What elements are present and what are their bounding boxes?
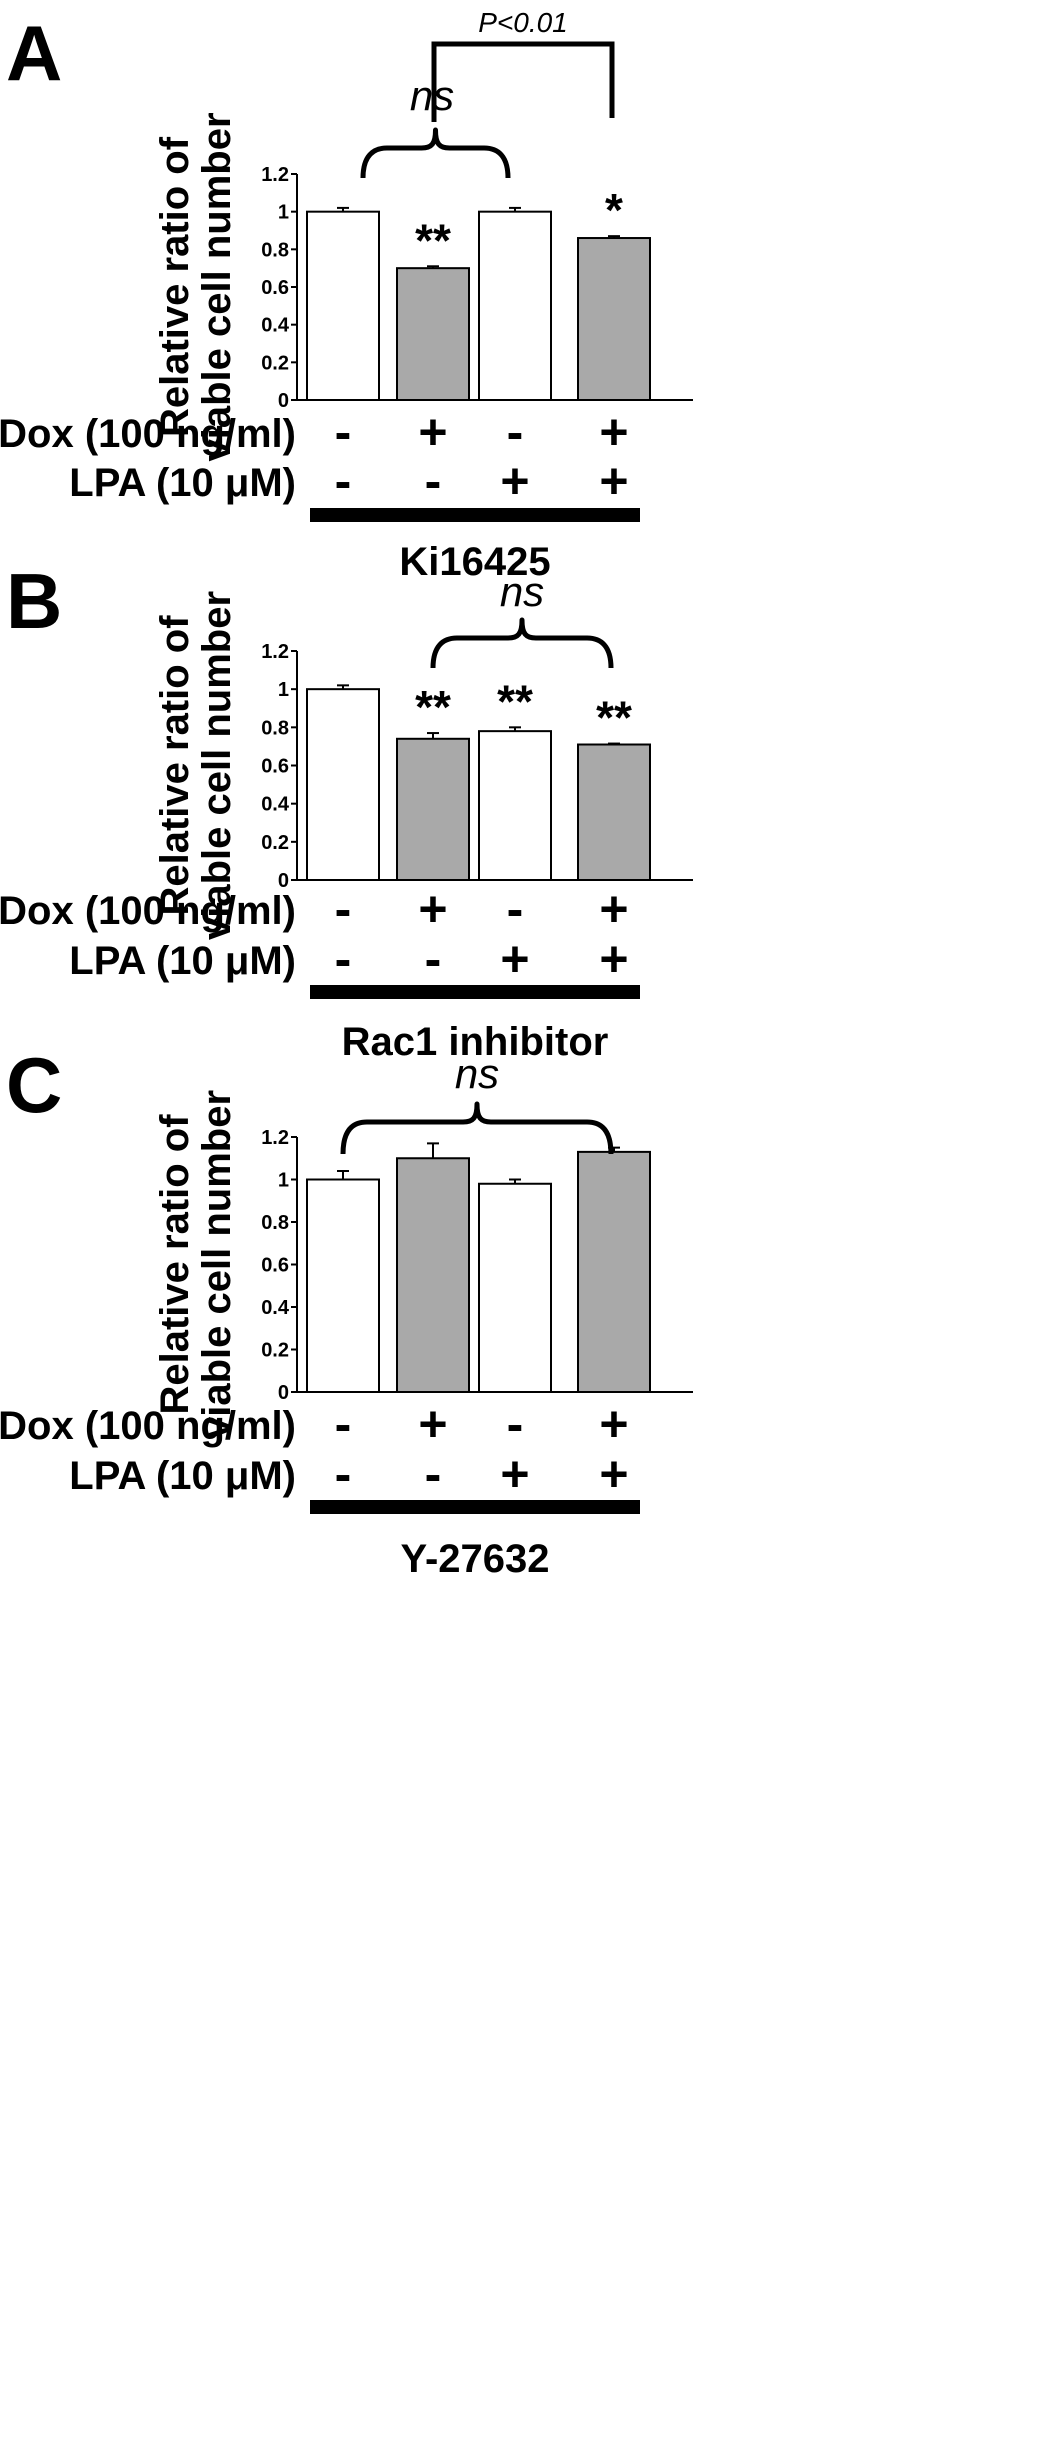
bar (478, 210, 552, 401)
significance-marker: ** (497, 675, 533, 727)
y-axis-label-line: Relative ratio of (153, 615, 197, 916)
dox-sign: + (599, 881, 628, 937)
bar (306, 210, 380, 401)
lpa-sign: - (425, 931, 442, 987)
lpa-sign: - (335, 931, 352, 987)
bar (306, 1178, 380, 1393)
panel-letter: A (6, 9, 62, 97)
bar (306, 688, 380, 882)
y-tick-label: 0 (278, 870, 289, 892)
y-tick-label: 1 (278, 202, 289, 224)
dox-sign: - (335, 1396, 352, 1452)
dox-sign: + (418, 404, 447, 460)
bar (577, 1150, 651, 1393)
row-label-dox: Dox (100 ng/ml) (0, 889, 296, 933)
bar (396, 267, 470, 401)
treatment-bar (310, 985, 640, 999)
y-tick-label: 0.2 (261, 1340, 289, 1362)
dox-sign: - (507, 404, 524, 460)
lpa-sign: + (500, 453, 529, 509)
y-tick-label: 1 (278, 1170, 289, 1192)
row-label-dox: Dox (100 ng/ml) (0, 1404, 296, 1448)
y-tick-label: 0.2 (261, 832, 289, 854)
y-tick-label: 0.8 (261, 239, 289, 261)
dox-sign: + (599, 1396, 628, 1452)
treatment-bar (310, 1500, 640, 1514)
row-label-lpa: LPA (10 μM) (69, 939, 296, 983)
y-tick-label: 0.2 (261, 352, 289, 374)
panel-letter: C (6, 1041, 62, 1129)
lpa-sign: - (425, 1446, 442, 1502)
row-label-lpa: LPA (10 μM) (69, 1454, 296, 1498)
ns-label: ns (500, 568, 544, 615)
dox-sign: + (418, 1396, 447, 1452)
y-tick-label: 1.2 (261, 164, 289, 186)
ns-bracket (340, 1101, 614, 1155)
bar (577, 743, 651, 882)
lpa-sign: + (599, 931, 628, 987)
y-tick-label: 1.2 (261, 1127, 289, 1149)
p-value-label: P<0.01 (478, 7, 568, 38)
significance-marker: ** (596, 692, 632, 744)
bar (478, 730, 552, 882)
y-tick-label: 0.4 (261, 315, 290, 337)
lpa-sign: + (599, 453, 628, 509)
ns-bracket (430, 617, 614, 669)
dox-sign: + (418, 881, 447, 937)
row-label-lpa: LPA (10 μM) (69, 461, 296, 505)
y-axis-label-line: viable cell number (195, 1090, 239, 1439)
dox-sign: - (507, 881, 524, 937)
lpa-sign: + (500, 1446, 529, 1502)
bar (577, 237, 651, 401)
y-tick-label: 0.6 (261, 1255, 289, 1277)
y-tick-label: 0 (278, 1382, 289, 1404)
bar (396, 737, 470, 881)
dox-sign: - (335, 404, 352, 460)
row-label-dox: Dox (100 ng/ml) (0, 412, 296, 456)
p-value-bracket (431, 41, 615, 122)
y-axis-label-line: viable cell number (195, 591, 239, 940)
treatment-label: Y-27632 (400, 1537, 549, 1581)
treatment-label: Ki16425 (399, 540, 550, 584)
lpa-sign: - (335, 453, 352, 509)
y-tick-label: 0.8 (261, 717, 289, 739)
lpa-sign: + (599, 1446, 628, 1502)
y-axis-label-line: Relative ratio of (153, 1114, 197, 1415)
panel-letter: B (6, 557, 62, 645)
significance-marker: ** (415, 681, 451, 733)
dox-sign: - (507, 1396, 524, 1452)
lpa-sign: - (335, 1446, 352, 1502)
y-tick-label: 0.6 (261, 756, 289, 778)
bar (478, 1182, 552, 1393)
y-tick-label: 1.2 (261, 641, 289, 663)
dox-sign: + (599, 404, 628, 460)
y-tick-label: 0.4 (261, 794, 290, 816)
significance-marker: * (605, 184, 623, 236)
ns-label: ns (455, 1050, 499, 1097)
treatment-bar (310, 508, 640, 522)
y-axis-label-line: viable cell number (195, 112, 239, 461)
y-tick-label: 0.8 (261, 1212, 289, 1234)
y-tick-label: 0.4 (261, 1297, 290, 1319)
treatment-label: Rac1 inhibitor (342, 1020, 609, 1064)
y-tick-label: 1 (278, 679, 289, 701)
ns-bracket (360, 127, 511, 179)
y-tick-label: 0.6 (261, 277, 289, 299)
bar (396, 1157, 470, 1393)
lpa-sign: - (425, 453, 442, 509)
y-axis-label-line: Relative ratio of (153, 136, 197, 437)
lpa-sign: + (500, 931, 529, 987)
dox-sign: - (335, 881, 352, 937)
y-tick-label: 0 (278, 390, 289, 412)
significance-marker: ** (415, 214, 451, 266)
